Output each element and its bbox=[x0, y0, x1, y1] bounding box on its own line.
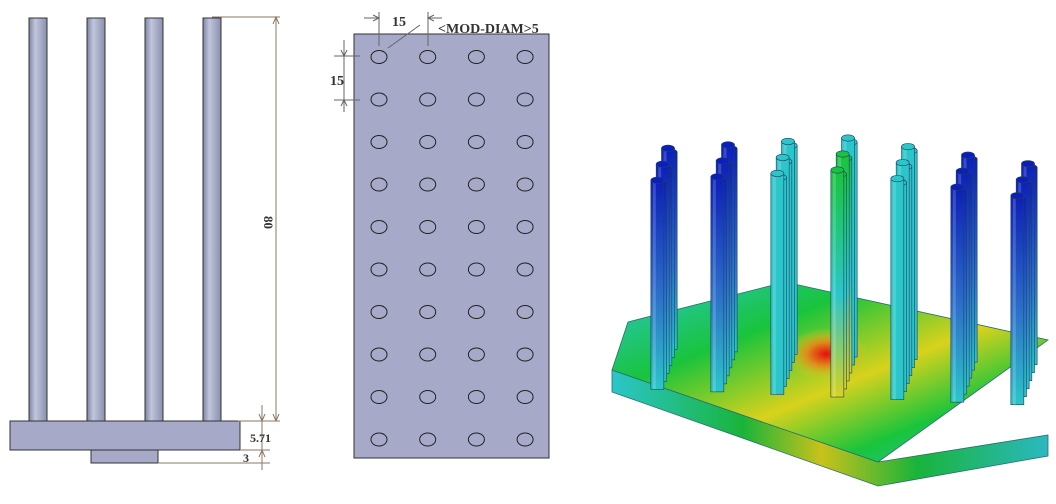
hole bbox=[419, 305, 437, 319]
thermal-view bbox=[611, 134, 1049, 487]
hole bbox=[516, 220, 534, 234]
hole bbox=[516, 50, 534, 64]
hole bbox=[370, 177, 388, 192]
hole bbox=[516, 262, 534, 277]
side-fin bbox=[28, 17, 48, 422]
hole bbox=[467, 135, 485, 149]
thermal-pin bbox=[950, 183, 965, 403]
hole bbox=[370, 432, 388, 447]
foot-label: 3 bbox=[243, 451, 249, 465]
hole bbox=[370, 92, 388, 107]
hole bbox=[419, 390, 437, 404]
hole bbox=[467, 262, 485, 277]
hole bbox=[467, 50, 485, 64]
hole bbox=[419, 432, 437, 447]
thermal-pins bbox=[650, 134, 1038, 406]
base-label: 5.71 bbox=[250, 431, 271, 445]
hole bbox=[467, 390, 485, 404]
hole bbox=[516, 135, 534, 149]
hole bbox=[467, 305, 485, 319]
hole bbox=[419, 135, 437, 149]
hole bbox=[467, 347, 485, 362]
diameter-label: <MOD-DIAM>5 bbox=[438, 22, 539, 37]
hole bbox=[370, 50, 388, 64]
hole bbox=[516, 92, 534, 107]
hole bbox=[419, 262, 437, 277]
hole bbox=[370, 390, 388, 404]
pitch-x-label: 15 bbox=[392, 15, 406, 30]
thermal-pin bbox=[890, 175, 905, 400]
side-fin bbox=[202, 17, 222, 422]
height-label: 80 bbox=[261, 216, 276, 229]
hole bbox=[419, 347, 437, 362]
side-fins bbox=[28, 17, 222, 422]
hole bbox=[370, 262, 388, 277]
hole bbox=[467, 432, 485, 447]
side-foot bbox=[90, 449, 159, 464]
hole bbox=[467, 177, 485, 192]
pitch-dimensions bbox=[334, 12, 442, 112]
hole bbox=[419, 177, 437, 192]
side-fin bbox=[86, 17, 106, 422]
hole bbox=[516, 177, 534, 192]
side-base-plate bbox=[9, 420, 241, 451]
top-plate bbox=[353, 33, 550, 459]
pitch-y-label: 15 bbox=[330, 74, 344, 89]
hole bbox=[370, 220, 388, 234]
thermal-pin bbox=[710, 173, 725, 393]
hole bbox=[419, 220, 437, 234]
thermal-pin bbox=[830, 166, 845, 398]
hole bbox=[516, 305, 534, 319]
hole bbox=[370, 305, 388, 319]
base-dimension bbox=[158, 405, 270, 470]
hole bbox=[516, 347, 534, 362]
side-fin bbox=[144, 17, 164, 422]
top-view: 15 <MOD-DIAM>5 15 bbox=[330, 12, 550, 459]
side-view: 80 5.71 3 bbox=[9, 15, 280, 470]
hole bbox=[467, 92, 485, 107]
thermal-pin bbox=[650, 176, 665, 390]
height-dimension bbox=[212, 15, 280, 423]
thermal-pin bbox=[770, 169, 785, 395]
thermal-pin bbox=[1010, 192, 1025, 406]
hole bbox=[467, 220, 485, 234]
hole bbox=[419, 92, 437, 107]
hole bbox=[516, 432, 534, 447]
hole bbox=[370, 347, 388, 362]
hole-grid bbox=[370, 50, 534, 447]
hole bbox=[419, 50, 437, 64]
hole bbox=[370, 135, 388, 149]
hole bbox=[516, 390, 534, 404]
